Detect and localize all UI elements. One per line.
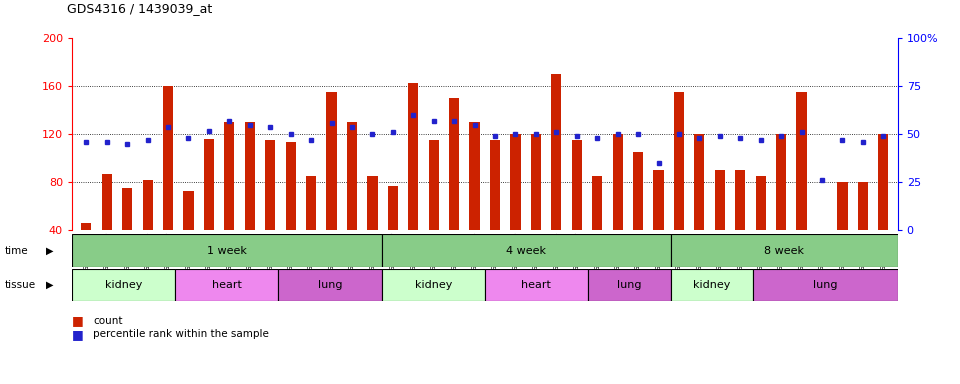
Text: 1 week: 1 week [206, 245, 247, 256]
Bar [776, 134, 786, 230]
Bar [388, 186, 398, 230]
Text: lung: lung [617, 280, 641, 290]
Bar [490, 141, 500, 230]
Text: percentile rank within the sample: percentile rank within the sample [93, 329, 269, 339]
Bar [633, 152, 643, 230]
Text: kidney: kidney [693, 280, 731, 290]
Bar [756, 176, 766, 230]
Bar [612, 134, 623, 230]
Bar [225, 122, 234, 230]
Bar [72, 234, 382, 267]
Bar [278, 269, 381, 301]
Bar [551, 74, 562, 230]
Bar [714, 170, 725, 230]
Text: GDS4316 / 1439039_at: GDS4316 / 1439039_at [67, 2, 212, 15]
Bar [694, 134, 705, 230]
Bar [204, 139, 214, 230]
Bar [285, 142, 296, 230]
Bar [175, 269, 278, 301]
Bar [428, 141, 439, 230]
Bar [837, 182, 848, 230]
Text: kidney: kidney [415, 280, 452, 290]
Bar [485, 269, 588, 301]
Bar [878, 134, 888, 230]
Bar [326, 93, 337, 230]
Bar [72, 269, 175, 301]
Text: 8 week: 8 week [764, 245, 804, 256]
Bar [347, 122, 357, 230]
Bar [674, 93, 684, 230]
Bar [588, 269, 670, 301]
Text: ▶: ▶ [46, 280, 54, 290]
Bar [382, 269, 485, 301]
Bar [408, 83, 419, 230]
Bar [531, 134, 541, 230]
Bar [670, 234, 898, 267]
Bar [122, 189, 132, 230]
Bar [654, 170, 663, 230]
Text: ■: ■ [72, 314, 84, 327]
Text: heart: heart [521, 280, 551, 290]
Bar [306, 176, 316, 230]
Bar [469, 122, 480, 230]
Text: tissue: tissue [5, 280, 36, 290]
Bar [670, 269, 754, 301]
Text: heart: heart [212, 280, 242, 290]
Bar [797, 93, 806, 230]
Bar [735, 170, 745, 230]
Bar [857, 182, 868, 230]
Text: time: time [5, 245, 29, 256]
Text: ▶: ▶ [46, 245, 54, 256]
Bar [592, 176, 602, 230]
Bar [753, 269, 898, 301]
Text: lung: lung [813, 280, 838, 290]
Bar [245, 122, 255, 230]
Text: kidney: kidney [105, 280, 142, 290]
Bar [571, 141, 582, 230]
Bar [368, 176, 377, 230]
Bar [449, 98, 459, 230]
Bar [265, 141, 276, 230]
Bar [183, 191, 194, 230]
Text: 4 week: 4 week [506, 245, 546, 256]
Bar [82, 223, 91, 230]
Text: count: count [93, 316, 123, 326]
Bar [511, 134, 520, 230]
Text: ■: ■ [72, 328, 84, 341]
Bar [163, 86, 173, 230]
Bar [382, 234, 670, 267]
Bar [102, 174, 112, 230]
Text: lung: lung [318, 280, 343, 290]
Bar [142, 180, 153, 230]
